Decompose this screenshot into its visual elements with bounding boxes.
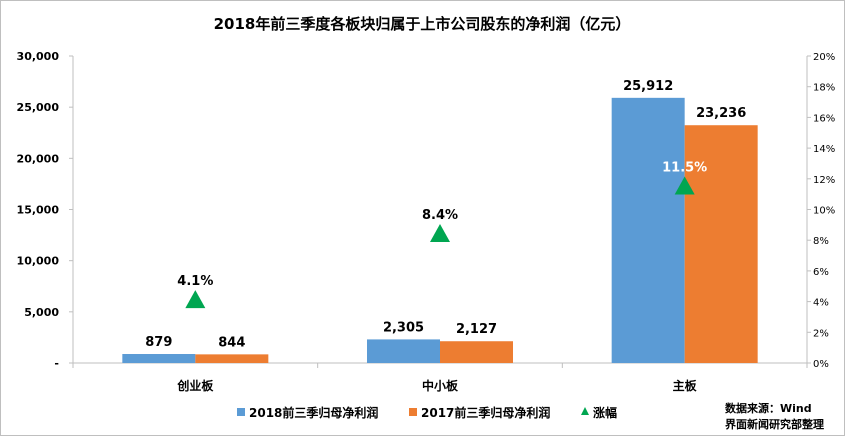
y2-tick-label: 0%: [813, 359, 829, 370]
source-line-1: 数据来源：Wind: [725, 401, 812, 415]
y2-tick-label: 16%: [813, 113, 835, 124]
y2-tick-label: 20%: [813, 52, 835, 63]
y2-tick-label: 10%: [813, 206, 835, 217]
bar-series-1: [367, 339, 440, 363]
bar-series-2: [440, 341, 513, 363]
y2-tick-label: 18%: [813, 83, 835, 94]
bar-data-label: 25,912: [623, 79, 673, 94]
bar-data-label: 23,236: [696, 106, 746, 121]
y2-tick-label: 2%: [813, 328, 829, 339]
source-line-2: 界面新闻研究部整理: [725, 417, 824, 431]
legend-label: 涨幅: [593, 405, 617, 420]
bar-data-label: 2,305: [383, 320, 424, 335]
bar-data-label: 879: [145, 335, 172, 350]
category-label: 中小板: [422, 378, 459, 393]
bar-series-2: [195, 354, 269, 363]
growth-marker: [674, 176, 695, 195]
growth-marker: [430, 224, 450, 243]
growth-marker: [185, 290, 206, 309]
bar-series-1: [611, 97, 685, 364]
category-label: 创业板: [176, 378, 214, 393]
legend-label: 2018前三季归母净利润: [249, 405, 378, 420]
legend-swatch: [581, 407, 589, 415]
growth-data-label: 11.5%: [662, 160, 707, 175]
y-tick-label: 20,000: [17, 152, 60, 165]
bars: 879 844 2,305 2,127 25,912 23,236: [122, 79, 758, 364]
legend-swatch: [409, 408, 417, 416]
legend: 2018前三季归母净利润 2017前三季归母净利润 涨幅: [237, 405, 617, 420]
y2-tick-label: 12%: [813, 175, 835, 186]
y-tick-label: 25,000: [17, 101, 60, 114]
y-tick-label: 10,000: [17, 255, 60, 268]
y2-tick-label: 14%: [813, 144, 835, 155]
y2-tick-label: 4%: [813, 298, 829, 309]
growth-data-label: 4.1%: [177, 274, 213, 289]
legend-label: 2017前三季归母净利润: [421, 405, 550, 420]
bar-series-2: [684, 125, 758, 364]
bar-data-label: 844: [218, 335, 245, 350]
legend-swatch: [237, 408, 245, 416]
y2-tick-label: 6%: [813, 267, 829, 278]
growth-data-label: 8.4%: [422, 208, 458, 223]
y-tick-label: 5,000: [24, 306, 59, 319]
chart-title: 2018年前三季度各板块归属于上市公司股东的净利润（亿元）: [214, 15, 631, 33]
category-label: 主板: [673, 378, 698, 393]
bar-data-label: 2,127: [456, 322, 497, 337]
y-tick-label: -: [54, 357, 59, 370]
y-tick-label: 15,000: [17, 204, 60, 217]
growth-series: 4.1% 8.4% 11.5%: [177, 160, 707, 309]
y-tick-label: 30,000: [17, 50, 60, 63]
y2-tick-label: 8%: [813, 236, 829, 247]
bar-series-1: [122, 354, 196, 363]
